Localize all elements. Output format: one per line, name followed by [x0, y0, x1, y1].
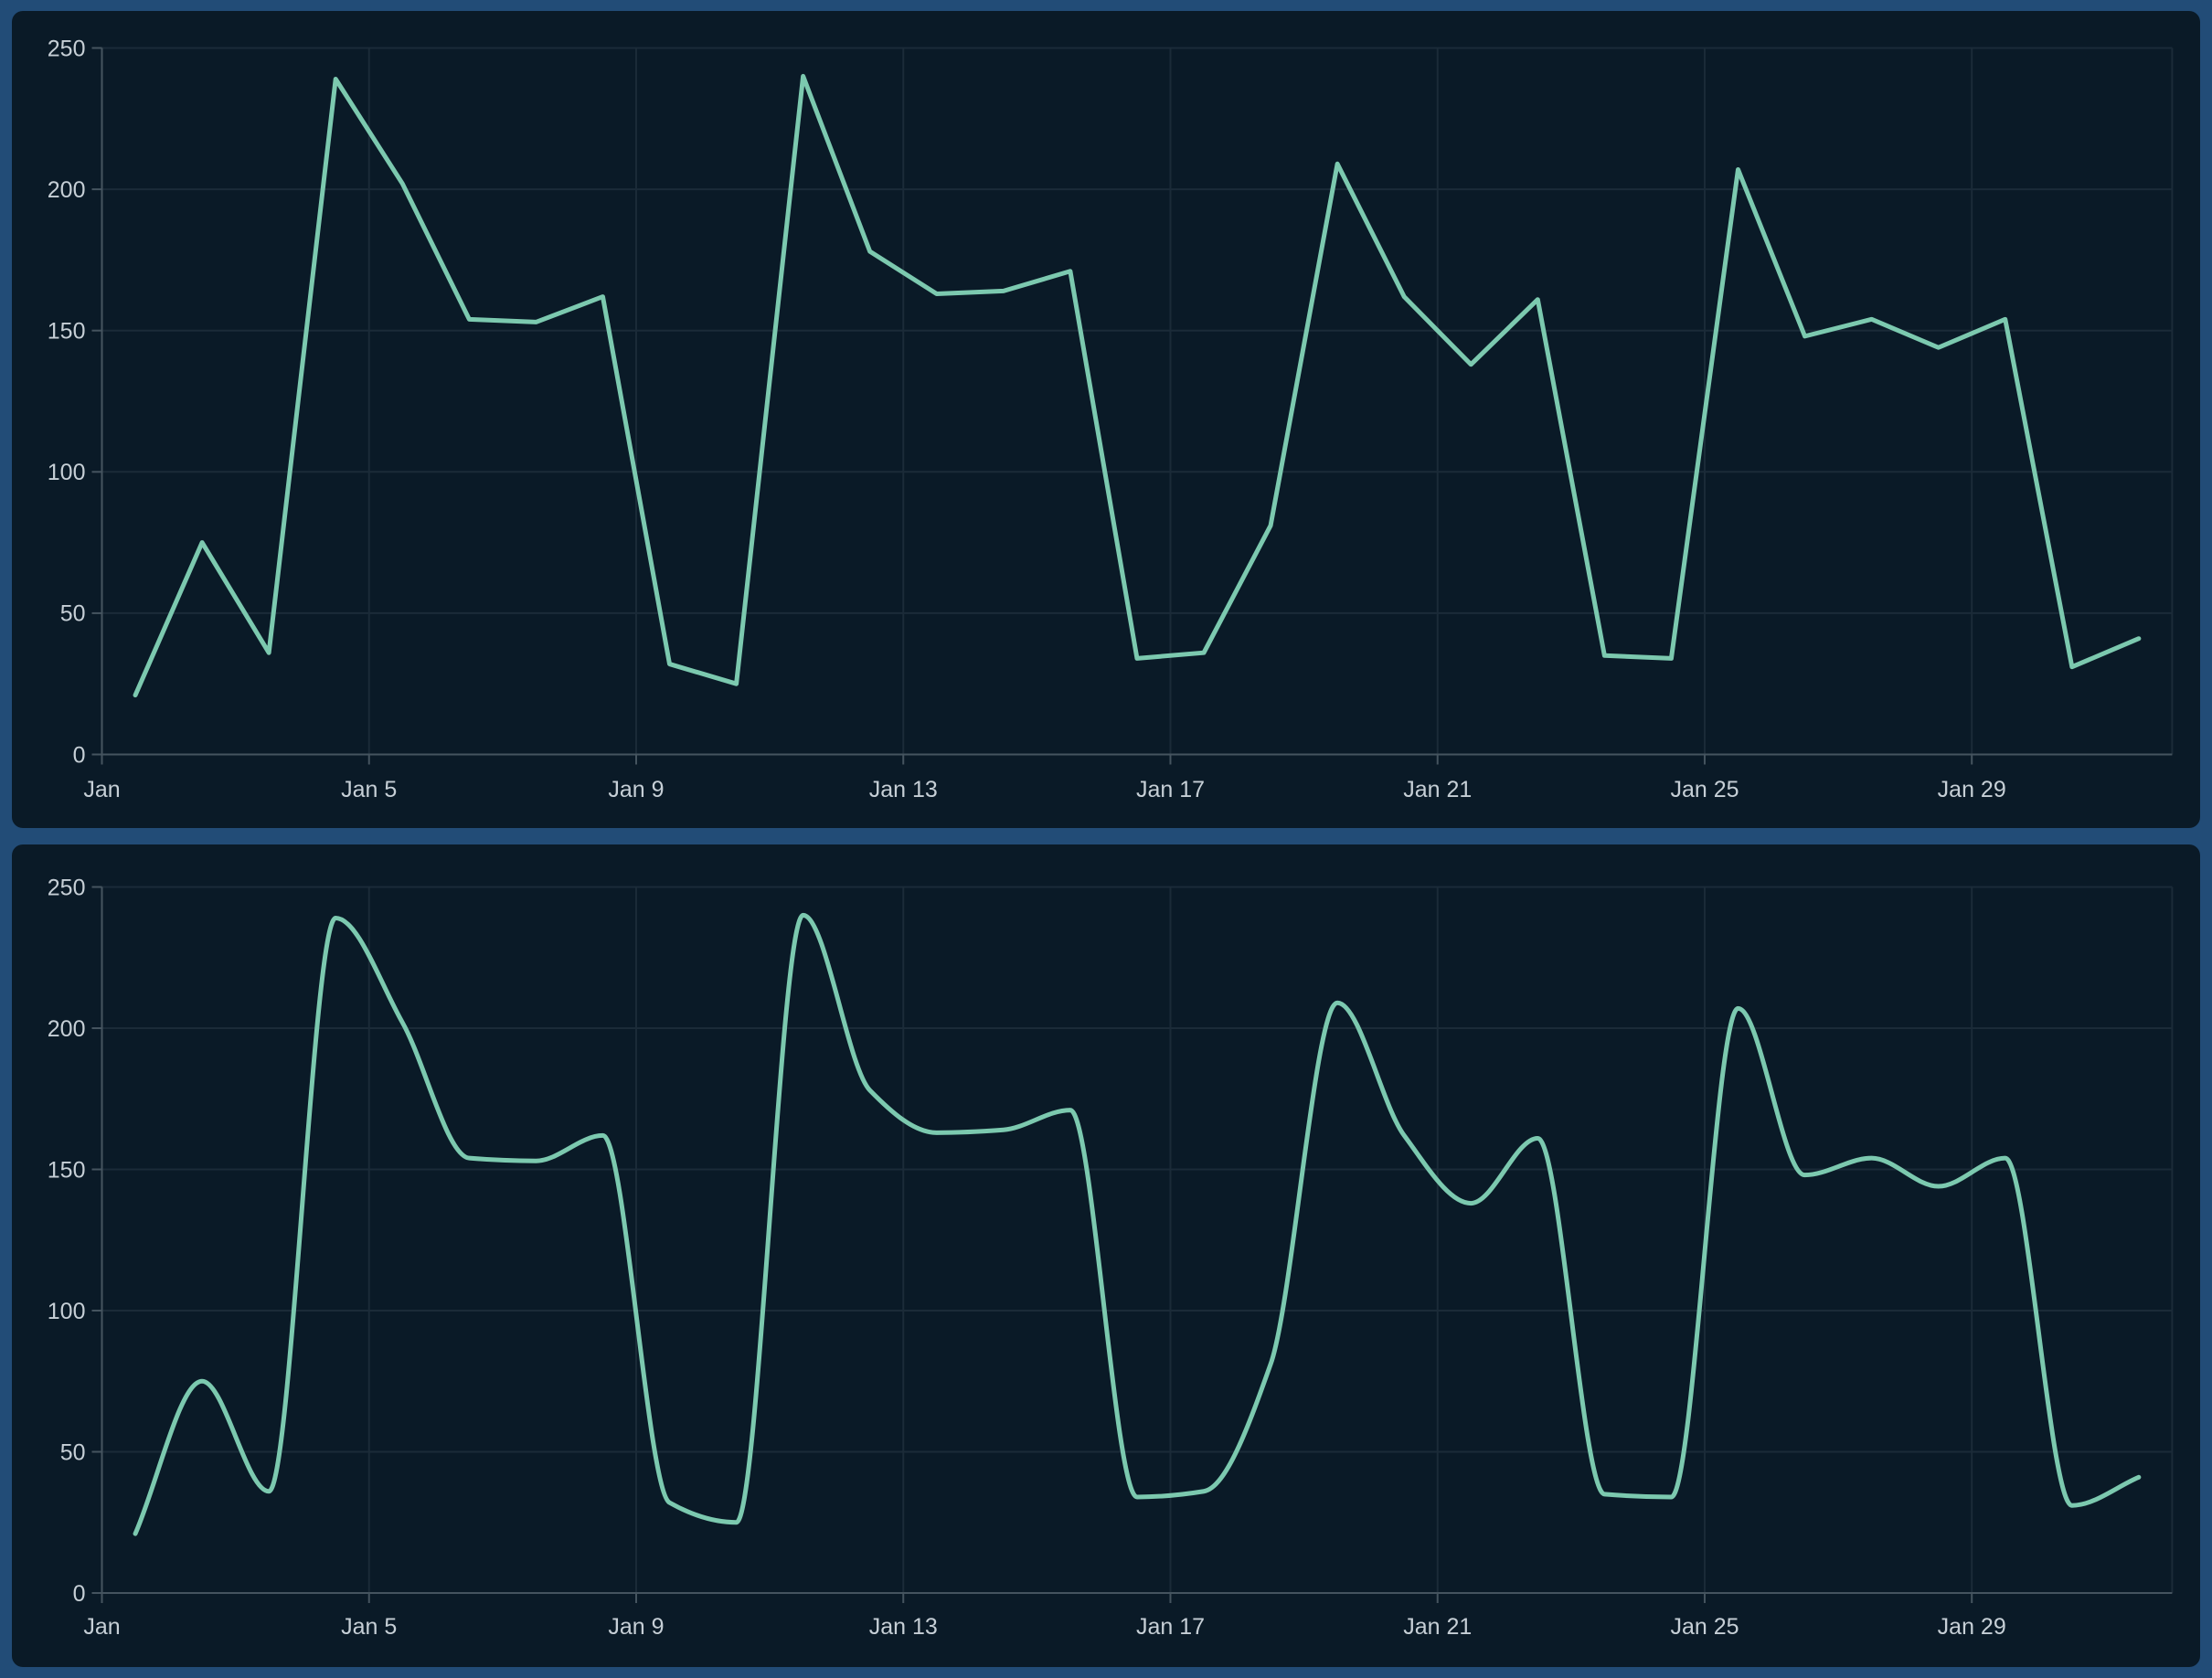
x-tick-label: Jan 25	[1670, 777, 1739, 802]
x-tick-label: Jan 17	[1136, 1614, 1205, 1640]
x-tick-label: Jan 9	[608, 1614, 664, 1640]
x-tick-label: Jan 21	[1403, 1614, 1472, 1640]
y-tick-label: 0	[73, 742, 86, 768]
bottom-chart-panel: Jan Jan 5 Jan 9 Jan 13 Jan 17 Jan 21 Jan 25 Jan…	[12, 844, 2200, 1667]
y-tick-label: 150	[48, 318, 86, 344]
series-line	[133, 912, 2142, 1536]
x-tick-label: Jan 13	[869, 1614, 938, 1640]
y-tick-label: 250	[48, 875, 86, 900]
x-tick-label: Jan 25	[1670, 1614, 1739, 1640]
x-tick-label: Jan 5	[341, 777, 397, 802]
x-tick-label: Jan 17	[1136, 777, 1205, 802]
x-tick-label: Jan 29	[1938, 777, 2006, 802]
y-tick-label: 200	[48, 177, 86, 203]
x-tick-label: Jan	[83, 1614, 120, 1640]
y-tick-label: 200	[48, 1016, 86, 1042]
y-tick-label: 50	[60, 601, 86, 627]
top-chart-canvas[interactable]: Jan Jan 5 Jan 9 Jan 13 Jan 17 Jan 21 Jan 25 Jan…	[12, 11, 2200, 828]
x-tick-label: Jan 29	[1938, 1614, 2006, 1640]
x-tick-label: Jan 5	[341, 1614, 397, 1640]
y-tick-label: 250	[48, 36, 86, 61]
y-tick-label: 100	[48, 460, 86, 485]
y-tick-label: 50	[60, 1439, 86, 1465]
x-tick-label: Jan	[83, 777, 120, 802]
top-chart-panel: Jan Jan 5 Jan 9 Jan 13 Jan 17 Jan 21 Jan 25 Jan…	[12, 11, 2200, 828]
x-tick-label: Jan 13	[869, 777, 938, 802]
y-tick-label: 0	[73, 1581, 86, 1607]
bottom-chart-canvas[interactable]: Jan Jan 5 Jan 9 Jan 13 Jan 17 Jan 21 Jan 25 Jan…	[12, 844, 2200, 1667]
x-tick-label: Jan 21	[1403, 777, 1472, 802]
y-tick-label: 100	[48, 1299, 86, 1324]
x-tick-label: Jan 9	[608, 777, 664, 802]
y-tick-label: 150	[48, 1157, 86, 1183]
series-line	[133, 73, 2142, 698]
